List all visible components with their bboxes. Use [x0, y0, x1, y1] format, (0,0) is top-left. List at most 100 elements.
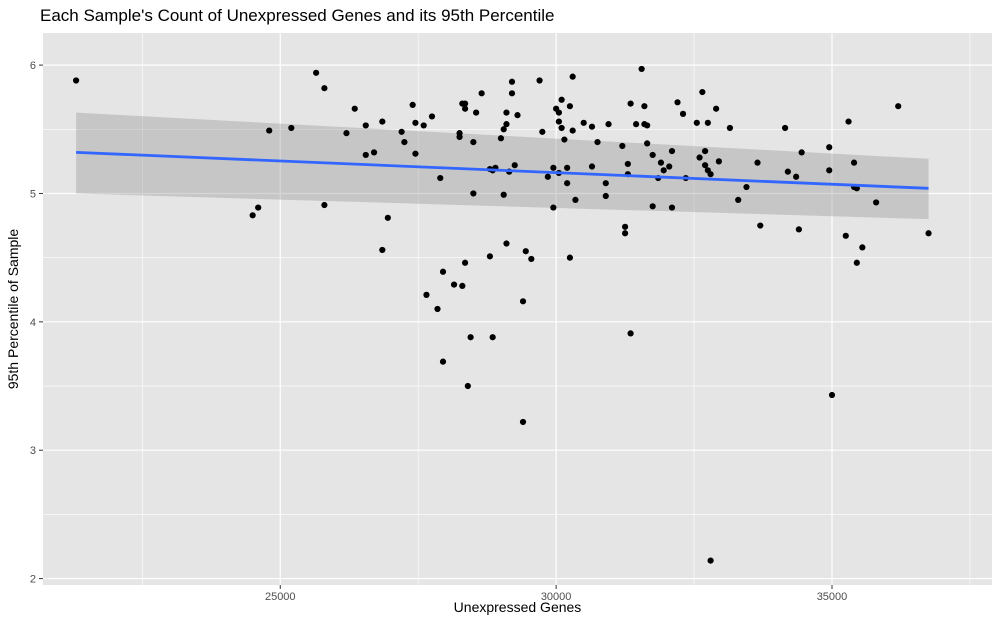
data-point	[633, 121, 640, 128]
data-point	[624, 160, 631, 168]
data-point	[602, 180, 609, 187]
data-point	[564, 180, 571, 187]
data-point	[715, 158, 722, 165]
confidence-band	[76, 112, 929, 220]
data-point	[735, 196, 742, 203]
data-point	[321, 85, 328, 92]
data-point	[379, 246, 386, 254]
data-point	[828, 391, 836, 399]
y-tick-label: 4	[30, 317, 36, 329]
data-point	[508, 90, 516, 97]
data-point	[657, 159, 665, 166]
data-point	[420, 122, 427, 129]
data-point	[572, 196, 579, 203]
data-point	[641, 103, 648, 110]
data-point	[588, 163, 596, 170]
data-point	[925, 230, 932, 237]
data-point	[850, 159, 858, 166]
y-axis-ticks: 2 3 4 5 6	[30, 60, 43, 586]
data-point	[522, 248, 529, 255]
data-point	[605, 121, 612, 128]
data-point	[461, 259, 469, 266]
data-point	[266, 127, 273, 134]
data-point	[696, 154, 703, 161]
data-point	[249, 212, 256, 219]
data-point	[73, 77, 80, 84]
data-point	[461, 105, 469, 112]
data-point	[781, 124, 789, 132]
data-point	[674, 99, 681, 106]
data-point	[757, 222, 764, 229]
data-point	[467, 334, 474, 341]
data-point	[459, 282, 466, 289]
major-gridlines	[43, 33, 992, 585]
data-point	[439, 268, 447, 275]
data-point	[627, 100, 634, 107]
data-point	[701, 148, 709, 155]
data-point	[649, 203, 656, 210]
data-point	[528, 255, 535, 263]
data-point	[536, 77, 543, 84]
data-point	[859, 244, 866, 251]
data-point	[660, 167, 667, 174]
data-point	[351, 105, 358, 112]
x-tick-label: 30000	[541, 591, 572, 603]
data-point	[497, 135, 505, 142]
x-axis-ticks: 25000 30000 35000	[265, 585, 847, 603]
data-point	[370, 149, 378, 156]
data-point	[826, 144, 833, 151]
trend-line-layer	[76, 150, 929, 190]
trend-line	[76, 150, 929, 190]
data-point	[826, 167, 833, 174]
data-point	[558, 96, 565, 103]
data-point	[842, 232, 849, 239]
data-point	[313, 69, 320, 76]
data-point	[638, 65, 645, 73]
data-point	[461, 100, 469, 107]
y-tick-label: 3	[30, 445, 36, 457]
y-tick-label: 6	[30, 60, 36, 72]
data-point	[550, 164, 557, 171]
data-point	[423, 291, 430, 298]
data-point	[726, 124, 734, 132]
data-point	[412, 119, 419, 126]
data-point	[519, 418, 527, 426]
data-point	[569, 73, 576, 80]
data-point	[621, 223, 629, 230]
data-point	[707, 171, 714, 178]
data-point	[649, 151, 656, 159]
data-point	[795, 226, 802, 233]
data-point	[666, 163, 673, 170]
data-point	[784, 168, 791, 175]
data-point	[566, 103, 574, 110]
data-point	[564, 164, 571, 171]
data-point	[644, 122, 651, 129]
data-point	[798, 149, 805, 156]
data-point	[503, 240, 510, 247]
data-point	[503, 109, 510, 116]
data-point	[464, 382, 471, 390]
data-point	[602, 192, 609, 200]
data-point	[550, 204, 557, 211]
data-point	[255, 204, 262, 211]
data-point	[558, 124, 565, 132]
data-point	[895, 103, 902, 110]
data-point	[704, 119, 711, 126]
x-axis-title: Unexpressed Genes	[454, 599, 582, 615]
x-tick-label: 35000	[817, 591, 848, 603]
data-points-layer	[73, 65, 932, 564]
y-axis-title: 95th Percentile of Sample	[5, 229, 21, 390]
data-point	[514, 112, 521, 119]
data-point	[473, 109, 480, 116]
y-tick-label: 5	[30, 188, 36, 200]
data-point	[450, 281, 458, 288]
minor-gridlines	[43, 33, 992, 585]
data-point	[508, 78, 516, 85]
data-point	[713, 105, 720, 112]
data-point	[754, 159, 761, 166]
data-point	[873, 199, 880, 206]
data-point	[288, 124, 295, 132]
chart-title: Each Sample's Count of Unexpressed Genes…	[40, 6, 554, 25]
data-point	[412, 150, 419, 157]
data-point	[701, 162, 709, 169]
